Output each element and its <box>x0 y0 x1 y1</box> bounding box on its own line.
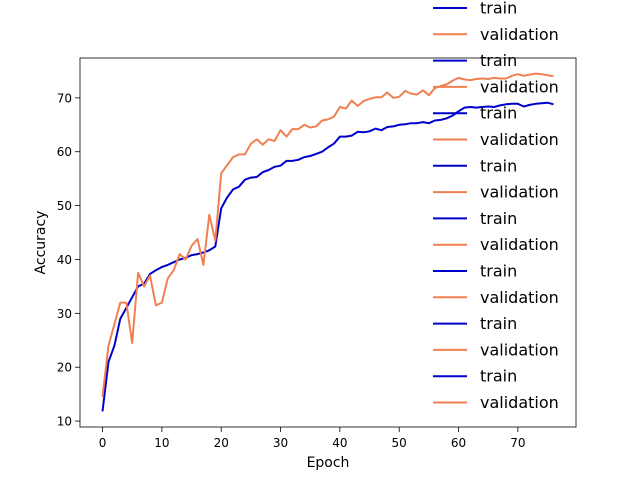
legend: train validation train validation train valid… <box>433 0 559 412</box>
legend-label-train: train <box>480 209 517 228</box>
y-tick-label: 70 <box>57 91 72 105</box>
x-tick-label: 60 <box>451 436 466 450</box>
legend-label-validation: validation <box>480 183 559 202</box>
y-tick-label: 30 <box>57 307 72 321</box>
legend-label-validation: validation <box>480 77 559 96</box>
legend-label-train: train <box>480 104 517 123</box>
legend-label-validation: validation <box>480 393 559 412</box>
legend-label-validation: validation <box>480 235 559 254</box>
series-layer <box>101 72 554 412</box>
y-tick-label: 50 <box>57 199 72 213</box>
legend-label-train: train <box>480 0 517 18</box>
x-tick-label: 10 <box>154 436 169 450</box>
x-tick-label: 50 <box>392 436 407 450</box>
x-tick-label: 30 <box>273 436 288 450</box>
x-tick-label: 20 <box>214 436 229 450</box>
legend-label-train: train <box>480 51 517 70</box>
y-axis-label: Accuracy <box>33 211 49 275</box>
x-tick-label: 40 <box>332 436 347 450</box>
y-axis-ticks: 10 20 30 40 50 60 70 <box>57 91 80 429</box>
x-axis-label: Epoch <box>307 455 350 471</box>
legend-label-validation: validation <box>480 130 559 149</box>
y-tick-label: 40 <box>57 253 72 267</box>
legend-label-validation: validation <box>480 340 559 359</box>
x-axis-ticks: 0 10 20 30 40 50 60 70 <box>99 427 525 450</box>
axes-frame <box>79 57 577 428</box>
x-tick-label: 70 <box>510 436 525 450</box>
legend-label-validation: validation <box>480 288 559 307</box>
legend-label-validation: validation <box>480 25 559 44</box>
y-tick-label: 20 <box>57 361 72 375</box>
y-tick-label: 60 <box>57 145 72 159</box>
legend-label-train: train <box>480 314 517 333</box>
x-tick-label: 0 <box>99 436 107 450</box>
series-line-validation <box>101 72 554 397</box>
y-tick-label: 10 <box>57 415 72 429</box>
legend-label-train: train <box>480 367 517 386</box>
legend-label-train: train <box>480 262 517 281</box>
legend-label-train: train <box>480 156 517 175</box>
